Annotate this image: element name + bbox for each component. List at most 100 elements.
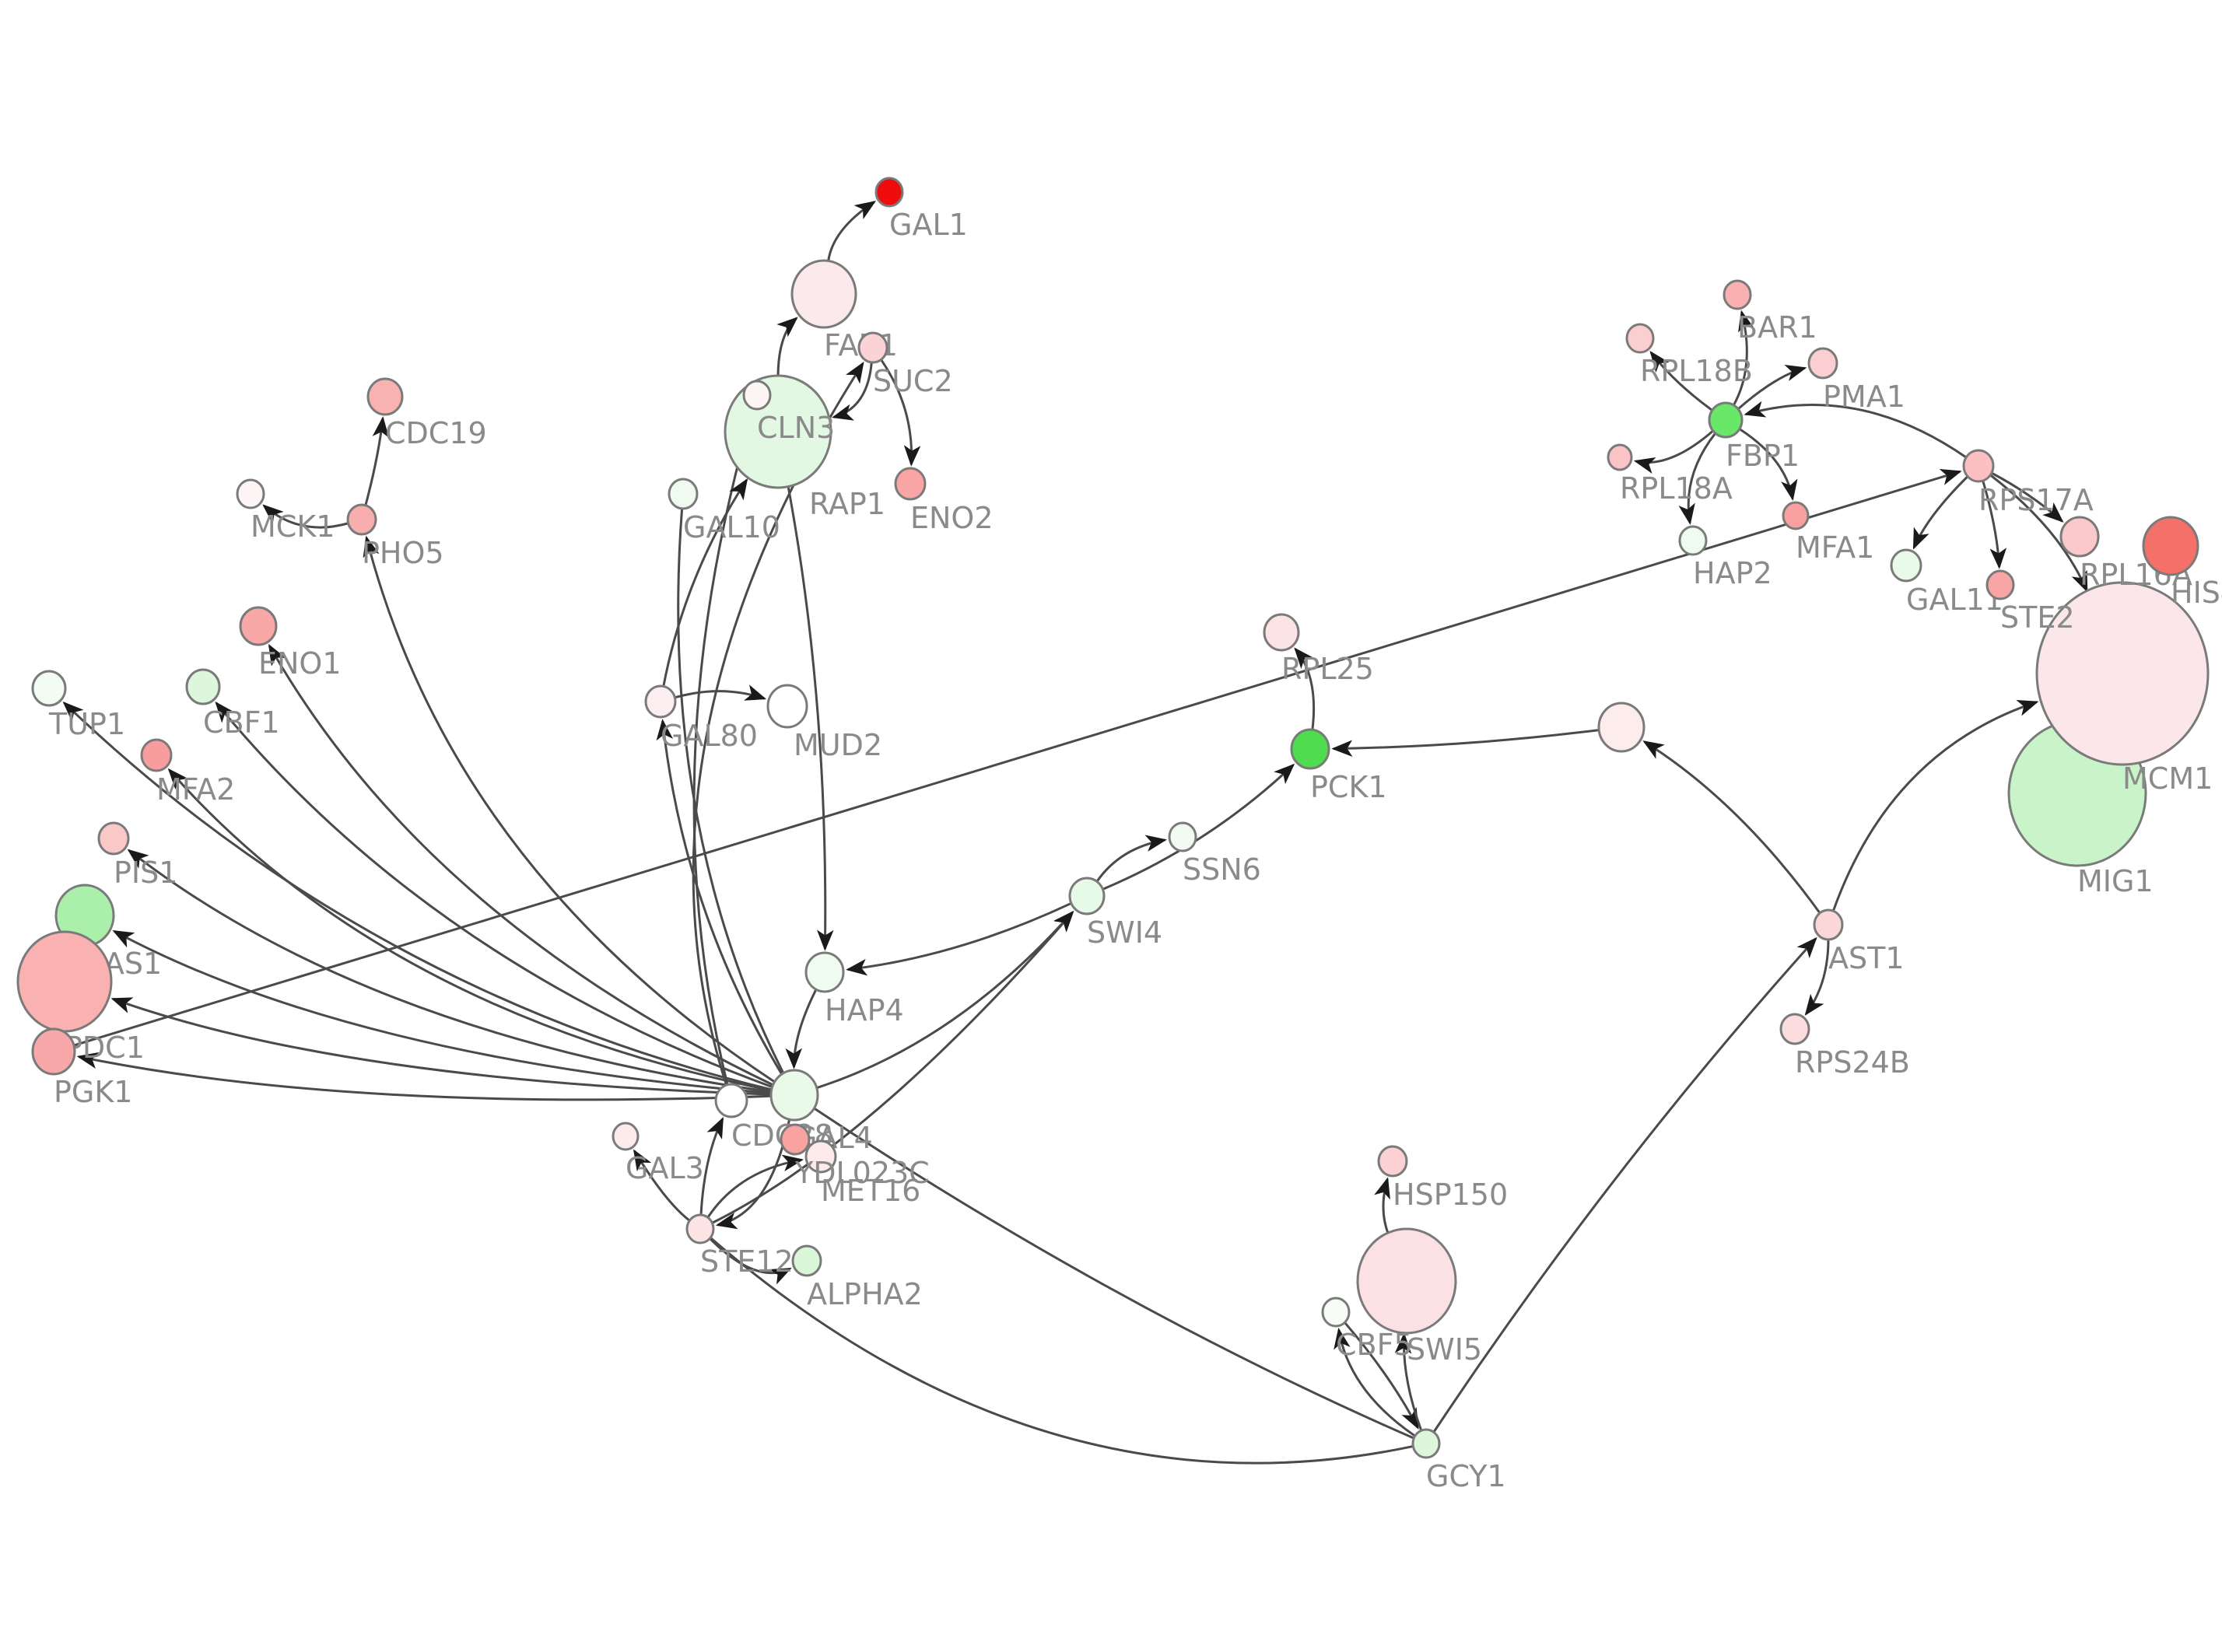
node-MCK1[interactable] (236, 478, 265, 509)
node-CBF1[interactable] (185, 668, 221, 705)
node-GAL4[interactable] (769, 1069, 819, 1122)
node-HAP4[interactable] (804, 951, 845, 993)
node-ENO1[interactable] (239, 606, 278, 646)
node-ENO2[interactable] (894, 467, 927, 501)
node-HAP2[interactable] (1678, 525, 1708, 556)
node-FAR1[interactable] (790, 259, 857, 329)
node-HIS4[interactable] (2142, 516, 2199, 576)
edge-AST1-MCM1[interactable] (1831, 700, 2039, 912)
edge-GAL4-PIS1[interactable] (127, 849, 771, 1094)
node-GAL3[interactable] (612, 1122, 640, 1151)
edge-STE12-GAL3[interactable] (633, 1149, 690, 1222)
node-STE2[interactable] (1985, 569, 2015, 600)
node-FBP1[interactable] (1708, 401, 1744, 439)
node-ALPHA2[interactable] (791, 1244, 822, 1277)
edge-FBP1-BAR1[interactable] (1733, 310, 1755, 406)
edge-FBP1-PMA1[interactable] (1737, 365, 1807, 410)
edge-STE12-MET16[interactable] (706, 1154, 804, 1218)
node-MUD2[interactable] (766, 684, 808, 729)
node-GCY1[interactable] (1411, 1428, 1441, 1459)
node-SSN6[interactable] (1168, 821, 1197, 852)
node-RPS24B[interactable] (1779, 1013, 1810, 1045)
node-RPL16A[interactable] (2059, 516, 2100, 558)
edge-PCK1-RPL25[interactable] (1294, 647, 1316, 730)
node-GAL11[interactable] (1890, 548, 1922, 583)
edge-SWI4-PCK1[interactable] (1102, 763, 1295, 891)
node-AST1[interactable] (1813, 908, 1844, 941)
edge-SUC2-ENO2[interactable] (880, 359, 921, 467)
node-SUC2[interactable] (857, 331, 888, 364)
edge-GAL4-PGK1[interactable] (76, 1052, 771, 1101)
edge-GAL4-PHO5[interactable] (363, 535, 776, 1083)
node-TUP1[interactable] (31, 670, 67, 707)
edge-RAP1-HAP4[interactable] (787, 484, 834, 951)
edge-GAL4-RAS1[interactable] (112, 929, 771, 1094)
node-RPL18A[interactable] (1607, 443, 1633, 471)
edge-STE12-SWI4[interactable] (712, 911, 1074, 1224)
edge-SWI5-HSP150[interactable] (1374, 1177, 1390, 1235)
edge-PGK1-RPS17A[interactable] (74, 469, 1962, 1047)
edge-GAL80-RAP1[interactable] (662, 478, 748, 687)
edge-SWI4-HAP4[interactable] (846, 902, 1071, 976)
node-SWI5[interactable] (1356, 1227, 1457, 1335)
node-PMA1[interactable] (1807, 347, 1838, 380)
edge-GAL80-MUD2[interactable] (675, 684, 767, 701)
edge-CBF5-GCY1[interactable] (1344, 1321, 1419, 1430)
edge-STE12-GCY1[interactable] (710, 1237, 1413, 1465)
edge-STE12-ALPHA2[interactable] (709, 1237, 792, 1285)
node-MET16[interactable] (804, 1139, 837, 1174)
node-STE12[interactable] (685, 1213, 715, 1244)
node-GAL80[interactable] (644, 684, 677, 719)
edge-GCY1-SWI5[interactable] (1394, 1332, 1423, 1431)
node-CBF5[interactable] (1321, 1297, 1351, 1328)
edge-FBP1-RPL18A[interactable] (1633, 430, 1714, 474)
node-SWI4[interactable] (1068, 877, 1106, 915)
edge-HAP4-GAL4[interactable] (785, 989, 818, 1069)
node-PDC1[interactable] (16, 930, 113, 1033)
node-RPL25[interactable] (1263, 613, 1300, 652)
node-BAR1[interactable] (1723, 279, 1752, 310)
edge-GAL4-SWI4[interactable] (817, 910, 1074, 1089)
edge-FAR1-GAL1[interactable] (827, 201, 877, 262)
edge-RPS17A-RPL16A[interactable] (1991, 472, 2064, 523)
edge-FBP1-RPL18B[interactable] (1649, 351, 1713, 411)
node-PGK1[interactable] (31, 1027, 76, 1076)
edge-GAL4-ENO1[interactable] (268, 643, 773, 1086)
node-RPS17A[interactable] (1962, 449, 1995, 483)
edge-RPS17A-GAL11[interactable] (1912, 475, 1968, 550)
node-HSP150[interactable] (1377, 1145, 1408, 1178)
node-CDC19[interactable] (366, 377, 404, 416)
edge-RAP1-FAR1[interactable] (776, 317, 798, 379)
node-GAL10[interactable] (668, 478, 699, 510)
edge-GAL4-GAL10[interactable] (677, 508, 785, 1074)
edge-GCY1-CBF5[interactable] (1334, 1328, 1416, 1437)
edge-AST1-NODE_UNLABELED[interactable] (1642, 740, 1821, 914)
node-CLN3[interactable] (742, 380, 772, 411)
edge-AST1-RPS24B[interactable] (1804, 939, 1830, 1016)
edge-FBP1-MFA1[interactable] (1739, 428, 1798, 501)
node-YDL023C[interactable] (780, 1123, 811, 1156)
node-NODE_UNLABELED[interactable] (1597, 702, 1645, 753)
edge-FBP1-HAP2[interactable] (1678, 432, 1716, 525)
node-PHO5[interactable] (346, 503, 377, 536)
edge-GAL4-TUP1[interactable] (62, 701, 772, 1091)
node-MFA1[interactable] (1782, 501, 1810, 530)
node-PIS1[interactable] (97, 821, 130, 856)
edge-PHO5-CDC19[interactable] (364, 416, 390, 506)
edge-GCY1-AST1[interactable] (1432, 936, 1817, 1433)
edge-SWI4-SSN6[interactable] (1095, 835, 1167, 882)
edge-RPS17A-STE2[interactable] (1982, 480, 2007, 569)
edge-STE12-CDC28[interactable] (699, 1116, 724, 1216)
edge-GAL4-GAL80[interactable] (656, 719, 783, 1076)
edge-NODE_UNLABELED-PCK1[interactable] (1331, 729, 1599, 758)
edge-GAL4-MFA2[interactable] (167, 768, 771, 1092)
edge-PHO5-MCK1[interactable] (262, 504, 349, 529)
edge-SUC2-RAP1[interactable] (831, 362, 873, 421)
node-MFA2[interactable] (140, 738, 173, 772)
edge-RPS17A-MCM1[interactable] (1989, 474, 2088, 593)
node-CDC28[interactable] (714, 1083, 748, 1118)
node-GAL1[interactable] (874, 177, 904, 208)
node-PCK1[interactable] (1290, 728, 1330, 770)
node-MCM1[interactable] (2035, 581, 2210, 766)
edge-RPS17A-FBP1[interactable] (1744, 401, 1967, 458)
